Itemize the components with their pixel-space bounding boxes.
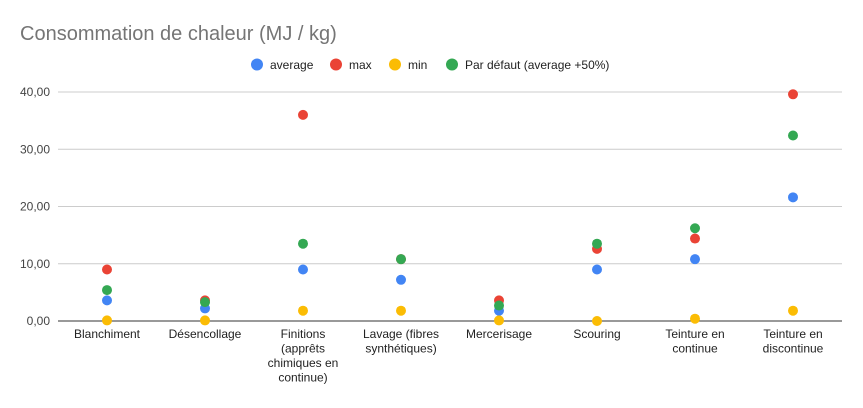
data-point-average <box>690 254 700 265</box>
data-point-par <box>690 223 700 234</box>
data-point-par <box>494 300 504 311</box>
data-point-par <box>396 254 406 265</box>
legend-label: min <box>408 58 427 72</box>
data-point-max <box>788 89 798 100</box>
chart-title: Consommation de chaleur (MJ / kg) <box>20 23 337 45</box>
x-tick-label: Finitions <box>281 327 326 341</box>
data-point-average <box>396 274 406 285</box>
data-point-max <box>298 109 308 120</box>
data-point-min <box>200 315 210 326</box>
legend-label: max <box>349 58 372 72</box>
y-tick-label: 40,00 <box>20 85 50 99</box>
x-tick-label: Blanchiment <box>74 327 141 341</box>
data-point-min <box>788 305 798 316</box>
x-tick-label: Désencollage <box>169 327 242 341</box>
legend-label: average <box>270 58 314 72</box>
legend-label: Par défaut (average +50%) <box>465 58 609 72</box>
data-point-max <box>690 233 700 244</box>
x-tick-label: (apprêts <box>281 342 325 356</box>
y-tick-label: 0,00 <box>27 314 51 328</box>
data-point-average <box>592 264 602 275</box>
data-point-min <box>592 316 602 326</box>
gridlines <box>58 91 842 265</box>
x-tick-label: chimiques en <box>268 356 339 370</box>
x-tick-label: Lavage (fibres <box>363 327 439 341</box>
data-point-par <box>102 285 112 296</box>
x-tick-label: Mercerisage <box>466 327 532 341</box>
legend-marker <box>251 58 263 71</box>
data-point-min <box>102 315 112 326</box>
x-tick-label: Teinture en <box>665 327 724 341</box>
data-point-average <box>788 192 798 203</box>
legend-marker <box>389 58 401 71</box>
data-point-par <box>200 297 210 308</box>
x-tick-label: continue) <box>278 371 327 385</box>
data-point-par <box>788 130 798 141</box>
legend-marker <box>330 58 342 71</box>
data-point-min <box>298 305 308 316</box>
data-points <box>102 89 798 326</box>
data-point-min <box>690 313 700 324</box>
data-point-max <box>102 264 112 275</box>
y-tick-label: 10,00 <box>20 257 50 271</box>
data-point-average <box>102 295 112 306</box>
data-point-min <box>494 315 504 326</box>
y-tick-label: 30,00 <box>20 142 50 156</box>
legend: average max min Par défaut (average +50%) <box>251 58 609 72</box>
y-tick-label: 20,00 <box>20 200 50 214</box>
x-tick-label: discontinue <box>763 342 824 356</box>
data-point-min <box>396 305 406 316</box>
x-tick-label: synthétiques) <box>365 342 436 356</box>
data-point-average <box>298 264 308 275</box>
y-axis-ticks: 0,00 10,00 20,00 30,00 40,00 <box>20 85 50 328</box>
data-point-par <box>298 238 308 249</box>
x-tick-label: Scouring <box>573 327 620 341</box>
x-tick-label: Teinture en <box>763 327 822 341</box>
x-axis-labels: Blanchiment Désencollage Finitions(apprêts… <box>74 327 824 385</box>
legend-marker <box>446 58 458 71</box>
x-tick-label: continue <box>672 342 718 356</box>
data-point-par <box>592 238 602 249</box>
